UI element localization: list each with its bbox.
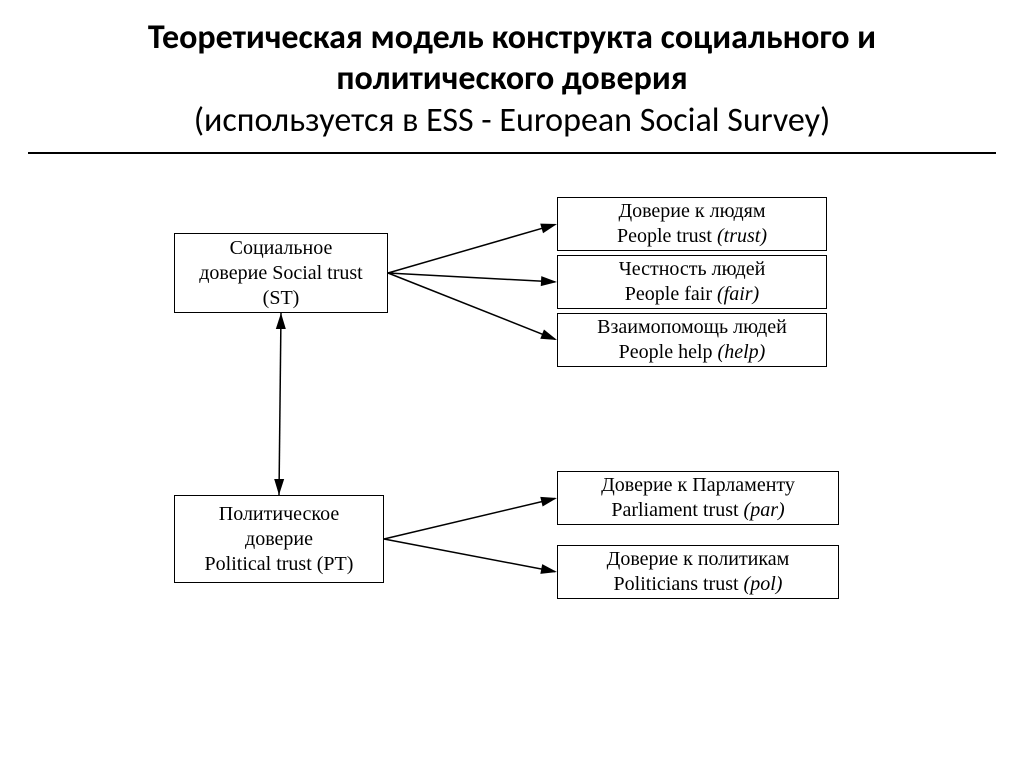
- edges-layer: [0, 185, 1024, 745]
- title-bold: Теоретическая модель конструкта социальн…: [60, 18, 964, 100]
- title-underline: [28, 152, 996, 154]
- title-block: Теоретическая модель конструкта социальн…: [0, 0, 1024, 142]
- title-subtitle: (используется в ESS - European Social Su…: [60, 100, 964, 143]
- diagram: Социальное доверие Social trust (ST) Пол…: [0, 185, 1024, 745]
